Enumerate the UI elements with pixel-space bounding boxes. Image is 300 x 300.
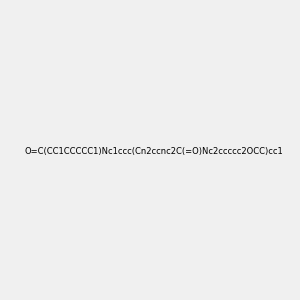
- Text: O=C(CC1CCCCC1)Nc1ccc(Cn2ccnc2C(=O)Nc2ccccc2OCC)cc1: O=C(CC1CCCCC1)Nc1ccc(Cn2ccnc2C(=O)Nc2ccc…: [24, 147, 283, 156]
